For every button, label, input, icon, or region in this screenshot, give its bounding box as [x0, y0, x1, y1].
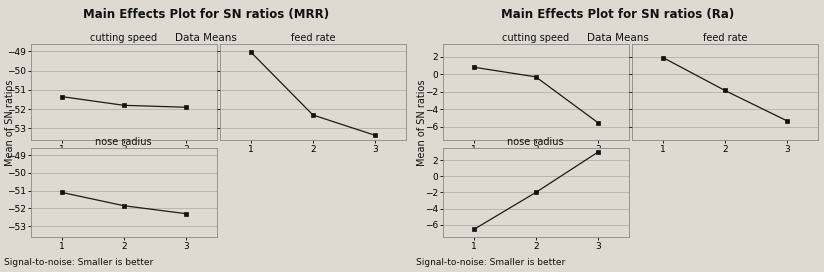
Text: Data Means: Data Means	[587, 33, 649, 43]
Text: Main Effects Plot for SN ratios (MRR): Main Effects Plot for SN ratios (MRR)	[83, 8, 329, 21]
Title: cutting speed: cutting speed	[503, 33, 569, 43]
Text: Mean of SN ratios: Mean of SN ratios	[417, 79, 428, 166]
Title: cutting speed: cutting speed	[91, 33, 157, 43]
Title: feed rate: feed rate	[291, 33, 335, 43]
Text: Signal-to-noise: Smaller is better: Signal-to-noise: Smaller is better	[4, 258, 153, 267]
Text: Signal-to-noise: Smaller is better: Signal-to-noise: Smaller is better	[416, 258, 565, 267]
Title: nose radius: nose radius	[96, 137, 152, 147]
Text: Data Means: Data Means	[175, 33, 237, 43]
Title: nose radius: nose radius	[508, 137, 564, 147]
Text: Mean of SN ratios: Mean of SN ratios	[5, 79, 16, 166]
Text: Main Effects Plot for SN ratios (Ra): Main Effects Plot for SN ratios (Ra)	[501, 8, 735, 21]
Title: feed rate: feed rate	[703, 33, 747, 43]
